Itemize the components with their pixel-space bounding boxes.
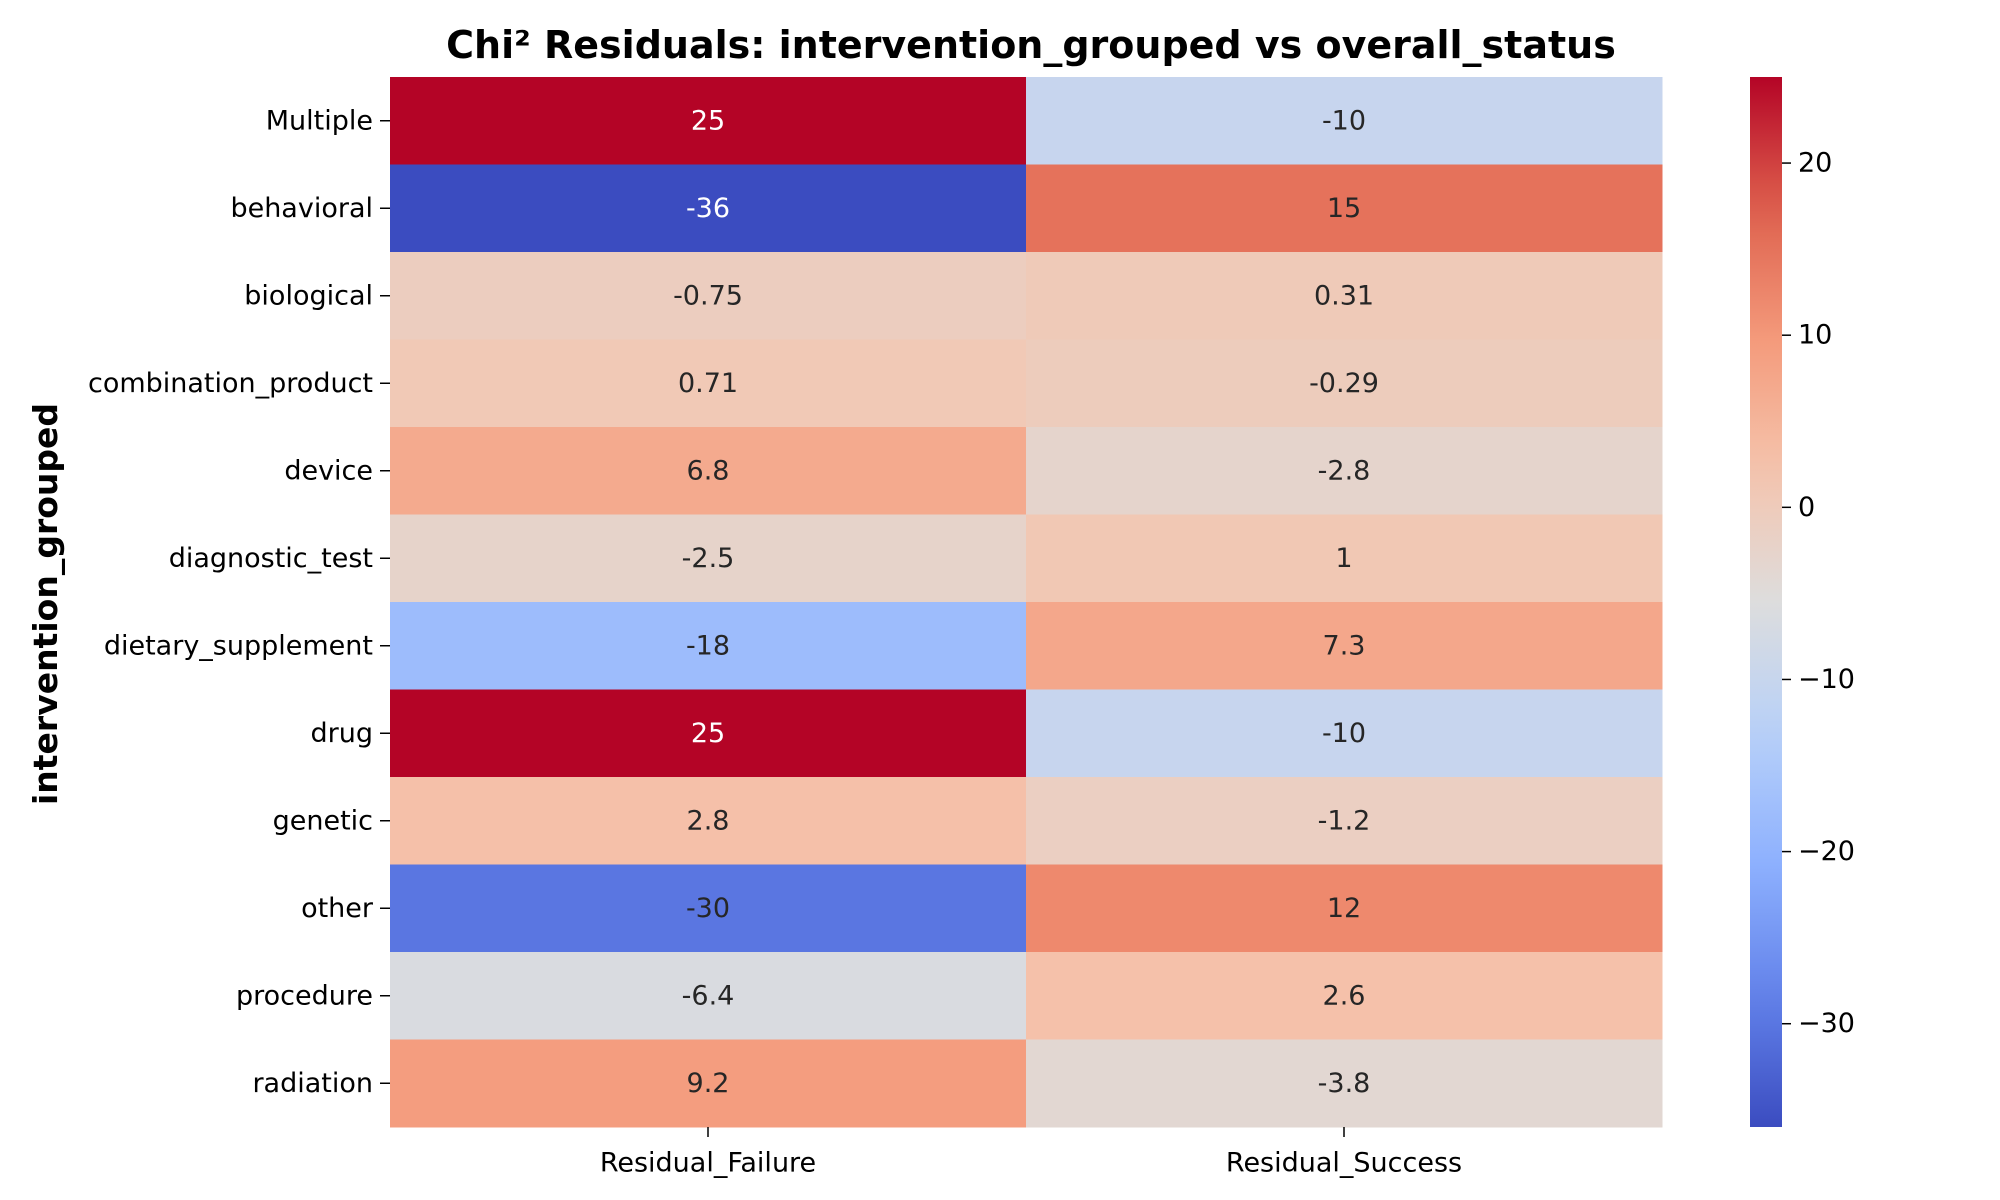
colorbar-tick-label: 20: [1798, 148, 1832, 179]
heatmap-cell: [1026, 602, 1663, 690]
heatmap-cell: [1026, 252, 1663, 340]
cell-value-label: 1: [1335, 543, 1352, 574]
cell-value-label: 0.71: [678, 368, 738, 399]
cell-value-label: 25: [691, 105, 725, 136]
heatmap-cell: [390, 864, 1027, 953]
cell-value-label: -30: [686, 893, 730, 924]
heatmap-cells: 25 -10 -36 15 -0.75 0.31 0.71 -0.29 6.8 -2.8 -2.5 1…: [390, 77, 1663, 1128]
cell-value-label: 12: [1327, 893, 1361, 924]
heatmap-cell: [1026, 1039, 1663, 1128]
row-tick-label: genetic: [273, 805, 373, 836]
cell-value-label: 9.2: [687, 1068, 730, 1099]
colorbar-tick-label: 10: [1798, 320, 1832, 351]
heatmap-cell: [390, 427, 1027, 515]
cell-value-label: 7.3: [1323, 630, 1366, 661]
column-tick-label: Residual_Success: [1226, 1148, 1462, 1179]
column-tick-label: Residual_Failure: [600, 1148, 816, 1179]
heatmap-cell: [390, 602, 1027, 690]
cell-value-label: -1.2: [1318, 805, 1371, 836]
row-tick-label: dietary_supplement: [104, 630, 373, 661]
row-tick-label: device: [284, 455, 373, 486]
row-tick-label: diagnostic_test: [169, 543, 373, 574]
colorbar-tick-label: −20: [1798, 836, 1855, 867]
heatmap-cell: [390, 252, 1027, 340]
heatmap-cell: [390, 1039, 1027, 1128]
cell-value-label: -0.75: [673, 280, 743, 311]
heatmap-cell: [390, 514, 1027, 603]
cell-value-label: -2.5: [682, 543, 735, 574]
heatmap-cell: [390, 689, 1027, 778]
heatmap-cell: [1026, 777, 1663, 865]
cell-value-label: -18: [686, 630, 730, 661]
cell-value-label: -2.8: [1318, 455, 1371, 486]
row-tick-label: other: [301, 893, 374, 924]
colorbar-tick-label: −30: [1798, 1008, 1855, 1039]
heatmap-cell: [390, 339, 1027, 428]
row-tick-label: drug: [311, 718, 374, 749]
heatmap-cell: [390, 77, 1027, 165]
row-tick-label: Multiple: [266, 105, 373, 136]
row-tick-label: procedure: [236, 980, 373, 1011]
row-tick-label: behavioral: [230, 193, 373, 224]
row-tick-labels: Multiple behavioral biological combination_…: [88, 105, 390, 1099]
row-tick-label: radiation: [252, 1068, 373, 1099]
cell-value-label: 0.31: [1314, 280, 1374, 311]
colorbar-tick-label: −10: [1798, 664, 1855, 695]
chart-title: Chi² Residuals: intervention_grouped vs …: [446, 23, 1616, 67]
heatmap-cell: [1026, 164, 1663, 253]
column-tick-labels: Residual_Failure Residual_Success: [600, 1127, 1462, 1179]
cell-value-label: -3.8: [1318, 1068, 1371, 1099]
cell-value-label: 2.8: [687, 805, 730, 836]
heatmap-cell: [1026, 514, 1663, 603]
cell-value-label: 2.6: [1323, 980, 1366, 1011]
cell-value-label: -0.29: [1309, 368, 1379, 399]
heatmap-cell: [1026, 864, 1663, 953]
cell-value-label: -10: [1322, 718, 1366, 749]
heatmap-cell: [1026, 77, 1663, 165]
cell-value-label: 25: [691, 718, 725, 749]
row-tick-label: combination_product: [88, 368, 373, 399]
cell-value-label: -10: [1322, 105, 1366, 136]
cell-value-label: -36: [686, 193, 730, 224]
colorbar-tick-label: 0: [1798, 492, 1815, 523]
heatmap-cell: [1026, 427, 1663, 515]
heatmap-cell: [1026, 689, 1663, 778]
y-axis-label: intervention_grouped: [26, 403, 65, 805]
heatmap-cell: [390, 952, 1027, 1040]
heatmap-cell: [1026, 952, 1663, 1040]
colorbar: 20 10 0 −10 −20 −30: [1750, 77, 1855, 1127]
cell-value-label: 6.8: [687, 455, 730, 486]
row-tick-label: biological: [244, 280, 373, 311]
heatmap-cell: [390, 777, 1027, 865]
cell-value-label: -6.4: [682, 980, 735, 1011]
heatmap-cell: [390, 164, 1027, 253]
colorbar-gradient: [1750, 77, 1782, 1127]
cell-value-label: 15: [1327, 193, 1361, 224]
heatmap-cell: [1026, 339, 1663, 428]
